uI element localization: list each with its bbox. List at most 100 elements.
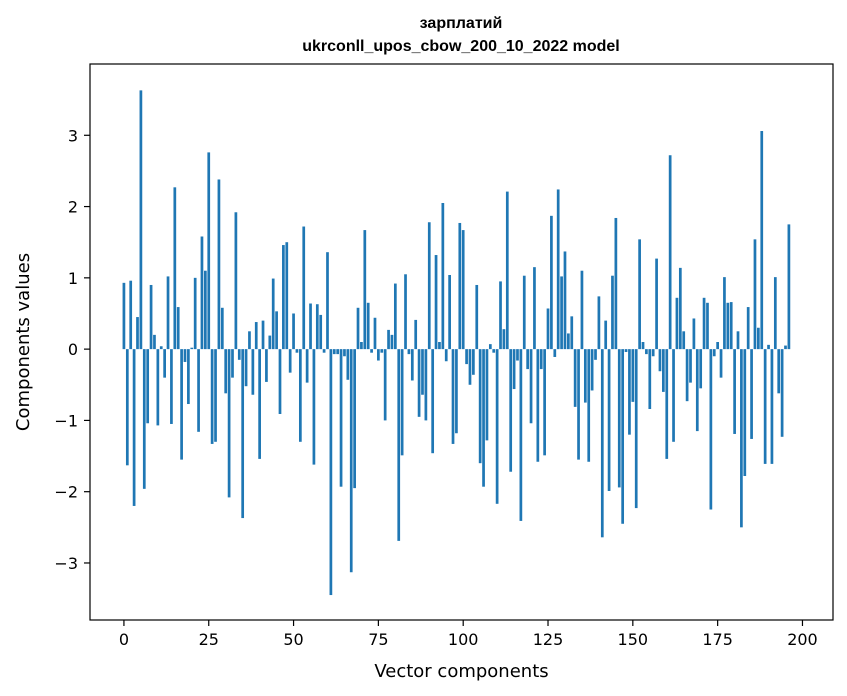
bar-140: [597, 296, 601, 350]
bar-65: [343, 349, 346, 357]
bar-11: [159, 346, 163, 350]
bar-87: [417, 349, 421, 417]
bar-174: [712, 349, 716, 357]
x-axis-label: Vector components: [374, 661, 548, 682]
bar-135: [580, 270, 584, 350]
bar-48: [285, 242, 289, 350]
bar-36: [244, 349, 248, 387]
bar-113: [505, 191, 509, 350]
bar-143: [607, 349, 611, 491]
bar-192: [773, 277, 777, 350]
bar-188: [760, 131, 764, 350]
bar-18: [183, 349, 187, 362]
bar-187: [757, 327, 760, 350]
y-tick-label: 1: [68, 269, 78, 288]
bar-77: [383, 349, 387, 421]
bar-74: [373, 317, 377, 350]
bar-171: [702, 297, 706, 350]
bar-53: [302, 226, 306, 350]
bar-122: [536, 349, 540, 462]
bar-166: [685, 349, 689, 402]
bar-178: [726, 302, 730, 350]
bar-26: [210, 349, 214, 444]
bar-66: [346, 349, 350, 380]
bar-90: [427, 222, 431, 350]
y-tick-label: −1: [54, 411, 78, 430]
bar-88: [421, 349, 424, 395]
bar-173: [709, 349, 713, 510]
bar-1: [125, 349, 129, 466]
bar-186: [753, 239, 757, 350]
bar-70: [360, 342, 363, 350]
bar-62: [332, 349, 336, 355]
bar-147: [621, 349, 625, 524]
bar-98: [455, 349, 458, 434]
bar-129: [560, 276, 563, 350]
bar-23: [200, 236, 204, 350]
bar-2: [129, 280, 133, 350]
bar-133: [573, 349, 577, 407]
bar-57: [315, 304, 319, 350]
bar-103: [472, 349, 475, 375]
bar-150: [631, 349, 635, 402]
bar-49: [288, 349, 292, 373]
bar-52: [298, 349, 302, 442]
bar-163: [675, 297, 679, 350]
x-tick-label: 175: [702, 630, 733, 649]
bar-56: [312, 349, 316, 465]
bar-176: [719, 349, 723, 378]
bar-31: [227, 349, 231, 498]
bar-132: [570, 316, 574, 350]
bar-91: [431, 349, 435, 454]
bar-63: [336, 349, 340, 355]
chart-title-line-2: ukrconll_upos_cbow_200_10_2022 model: [302, 38, 619, 55]
bar-86: [414, 319, 418, 350]
bar-111: [499, 281, 502, 350]
bar-152: [638, 239, 641, 350]
y-tick-label: 0: [68, 340, 78, 359]
bar-28: [217, 179, 221, 350]
bar-154: [645, 349, 648, 355]
bar-158: [658, 349, 662, 372]
chart-title: зарплатий ukrconll_upos_cbow_200_10_2022…: [302, 15, 619, 55]
bar-80: [393, 283, 397, 350]
bar-116: [516, 349, 519, 361]
bar-95: [444, 349, 448, 362]
bar-79: [390, 334, 394, 350]
x-tick-label: 25: [199, 630, 219, 649]
bar-64: [339, 349, 343, 487]
bar-167: [689, 349, 692, 383]
y-tick-label: −3: [54, 554, 78, 573]
bar-145: [614, 217, 618, 350]
bar-99: [458, 222, 462, 350]
bar-128: [556, 189, 560, 350]
y-axis-ticks: −3 −2 −1 0 1 2 3: [54, 126, 90, 573]
bar-169: [695, 349, 699, 432]
y-tick-label: 3: [68, 126, 78, 145]
bar-6: [142, 349, 146, 489]
bar-25: [207, 152, 211, 350]
bar-141: [600, 349, 604, 538]
bar-161: [668, 155, 672, 350]
bar-78: [387, 329, 390, 350]
bar-108: [488, 344, 492, 350]
bar-110: [495, 349, 499, 504]
bar-35: [241, 349, 245, 519]
bar-112: [502, 329, 506, 350]
x-tick-label: 200: [787, 630, 818, 649]
bar-153: [641, 342, 645, 350]
bar-155: [648, 349, 652, 410]
bar-196: [787, 224, 791, 350]
bar-179: [729, 302, 733, 350]
bar-8: [149, 284, 153, 350]
x-tick-label: 75: [368, 630, 388, 649]
bar-194: [780, 349, 784, 437]
bar-100: [461, 230, 465, 350]
bar-136: [583, 349, 587, 403]
bar-71: [363, 230, 367, 350]
bar-94: [441, 203, 445, 350]
bar-148: [624, 349, 628, 352]
bar-5: [139, 90, 143, 350]
bar-89: [424, 349, 428, 421]
bar-124: [543, 349, 546, 456]
